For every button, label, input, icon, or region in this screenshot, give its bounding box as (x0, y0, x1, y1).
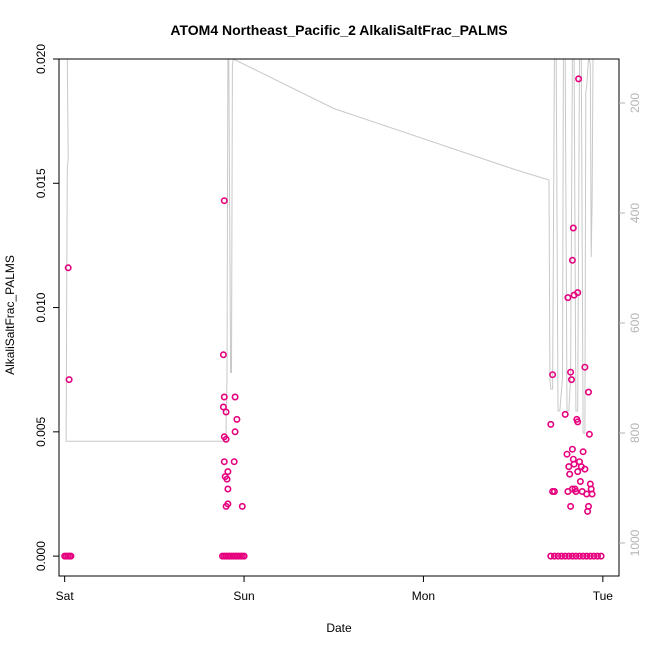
data-point (220, 197, 228, 205)
data-point (581, 363, 589, 371)
data-point (585, 430, 593, 438)
data-point (230, 458, 238, 466)
data-point (222, 408, 230, 416)
data-point (547, 420, 555, 428)
data-point (574, 289, 582, 297)
y2-tick-label: 1000 (628, 529, 642, 556)
data-point (583, 552, 591, 560)
data-point (231, 428, 239, 436)
data-point (566, 470, 574, 478)
data-point (593, 552, 601, 560)
data-point (220, 458, 228, 466)
data-point (563, 450, 571, 458)
chart-title: ATOM4 Northeast_Pacific_2 AlkaliSaltFrac… (170, 22, 507, 38)
x-tick-label: Tue (593, 589, 614, 603)
data-point (231, 393, 239, 401)
data-point (568, 256, 576, 264)
data-point (588, 490, 596, 498)
data-point (238, 502, 246, 510)
y-axis: 0.000 0.005 0.010 0.015 0.020 (34, 44, 59, 571)
data-point (583, 490, 591, 498)
data-point (586, 552, 594, 560)
x-tick-label: Sun (233, 589, 254, 603)
data-point (224, 485, 232, 493)
x-tick-label: Mon (412, 589, 435, 603)
data-point (565, 552, 573, 560)
data-point (576, 477, 584, 485)
data-point (224, 500, 232, 508)
data-point (572, 487, 580, 495)
data-point (233, 415, 241, 423)
y2-tick-label: 600 (628, 313, 642, 333)
data-point (568, 445, 576, 453)
data-point (67, 552, 75, 560)
y-tick-label: 0.015 (34, 168, 48, 198)
y-tick-label: 0.005 (34, 416, 48, 446)
x-axis: Sat Sun Mon Tue (56, 576, 614, 603)
data-point (569, 224, 577, 232)
x-tick-label: Sat (56, 589, 75, 603)
data-point (64, 264, 72, 272)
data-point (549, 371, 557, 379)
data-point (564, 294, 572, 302)
data-point (565, 463, 573, 471)
data-point (240, 552, 248, 560)
data-point (579, 448, 587, 456)
point-series (61, 75, 605, 560)
y-tick-label: 0.020 (34, 44, 48, 74)
data-point (220, 393, 228, 401)
data-point (221, 473, 229, 481)
depth-line-series (64, 59, 594, 442)
data-point (579, 552, 587, 560)
data-point (65, 376, 73, 384)
data-point (224, 468, 232, 476)
data-point (597, 552, 605, 560)
y2-axis: 200 400 600 800 1000 (619, 93, 642, 556)
data-point (550, 552, 558, 560)
data-point (567, 376, 575, 384)
data-point (568, 552, 576, 560)
y2-tick-label: 200 (628, 93, 642, 113)
y2-tick-label: 800 (628, 423, 642, 443)
data-point (547, 552, 555, 560)
data-point (574, 418, 582, 426)
y-axis-label: AlkaliSaltFrac_PALMS (3, 255, 17, 375)
y2-tick-label: 400 (628, 203, 642, 223)
data-point (219, 403, 227, 411)
data-point (554, 552, 562, 560)
data-point (590, 552, 598, 560)
data-point (561, 410, 569, 418)
data-point (584, 502, 592, 510)
y-tick-label: 0.010 (34, 292, 48, 322)
depth-line-0 (64, 59, 594, 442)
data-point (574, 468, 582, 476)
plot-frame (58, 58, 620, 577)
x-axis-label: Date (326, 621, 352, 635)
data-point (572, 552, 580, 560)
data-point (219, 351, 227, 359)
data-point (584, 388, 592, 396)
y-tick-label: 0.000 (34, 541, 48, 571)
data-point (570, 460, 578, 468)
data-point (558, 552, 566, 560)
data-point (550, 487, 558, 495)
data-point (567, 368, 575, 376)
data-point (567, 502, 575, 510)
data-point (222, 435, 230, 443)
data-point (575, 75, 583, 83)
data-point (561, 552, 569, 560)
data-point (575, 552, 583, 560)
data-point (581, 465, 589, 473)
